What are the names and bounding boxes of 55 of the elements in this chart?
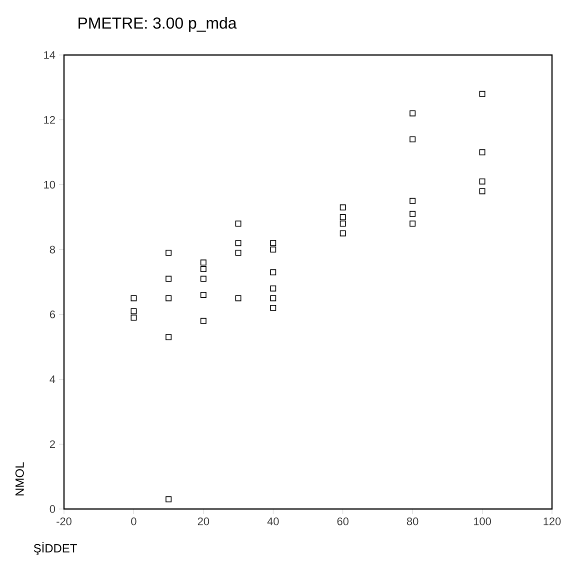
- point: [235, 295, 242, 302]
- point: [270, 246, 276, 253]
- point: [410, 110, 416, 116]
- point: [130, 308, 137, 314]
- point: [200, 266, 206, 272]
- point: [340, 214, 346, 220]
- point: [130, 295, 137, 302]
- y-tick-label: 2: [50, 440, 55, 448]
- x-tick-label: 0: [131, 518, 136, 526]
- point: [235, 250, 242, 256]
- x-tick-label: 120: [544, 518, 561, 526]
- point: [479, 149, 486, 156]
- x-tick-label: -20: [56, 518, 72, 526]
- point: [200, 260, 206, 266]
- point: [235, 220, 242, 227]
- point: [410, 136, 416, 142]
- point: [166, 295, 172, 302]
- x-tick-label: 100: [474, 518, 491, 526]
- point: [410, 210, 416, 217]
- x-tick-label: 80: [406, 518, 418, 526]
- x-tick-label: 40: [267, 518, 279, 526]
- point: [166, 334, 172, 340]
- y-tick-label: 10: [44, 180, 56, 189]
- point: [200, 276, 206, 282]
- point: [340, 220, 346, 227]
- x-tick-label: 60: [337, 518, 349, 526]
- chart-title: PMETRE: 3.00 p_mda: [78, 17, 237, 32]
- point: [410, 220, 416, 227]
- x-tick-label: 20: [198, 518, 210, 526]
- point: [479, 188, 486, 194]
- point: [166, 250, 172, 256]
- y-axis-title: NMOL: [15, 462, 24, 496]
- point: [340, 204, 346, 210]
- point: [479, 178, 486, 184]
- point: [166, 496, 172, 502]
- point: [200, 318, 206, 324]
- point: [270, 269, 276, 276]
- point: [270, 295, 276, 302]
- point: [410, 198, 416, 204]
- point: [340, 230, 346, 236]
- point: [235, 240, 242, 246]
- x-axis-title: ŞİDDET: [34, 542, 77, 555]
- y-tick-label: 14: [44, 51, 56, 59]
- y-tick-label: 4: [50, 376, 56, 384]
- point: [479, 90, 486, 97]
- y-tick-label: 12: [44, 116, 55, 124]
- point: [270, 304, 276, 311]
- y-tick-label: 6: [50, 310, 56, 318]
- point: [166, 276, 172, 282]
- point: [130, 314, 137, 321]
- point: [200, 292, 206, 298]
- point: [270, 285, 276, 292]
- y-tick-label: 8: [50, 246, 56, 254]
- point: [270, 240, 276, 246]
- y-tick-label: 0: [50, 505, 56, 513]
